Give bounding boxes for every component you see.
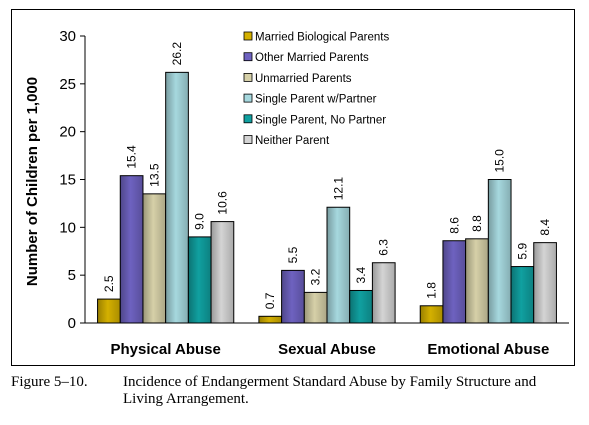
legend-swatch	[243, 93, 253, 103]
bar	[465, 238, 489, 324]
x-category-label: Emotional Abuse	[427, 341, 549, 358]
legend-swatch	[243, 31, 253, 41]
data-label: 8.4	[538, 219, 552, 236]
bar	[119, 175, 144, 324]
y-tick-label: 20	[59, 124, 76, 141]
legend-label: Neither Parent	[255, 135, 330, 147]
data-label: 10.6	[215, 191, 229, 215]
bar	[533, 242, 557, 324]
legend-label: Single Parent w/Partner	[255, 94, 377, 106]
y-axis-label: Number of Children per 1,000	[24, 77, 41, 286]
chart-frame: 0 5 10 15 20 25 30 Number of Children per 1,000…	[11, 9, 575, 366]
legend-label: Other Married Parents	[255, 52, 369, 64]
data-label: 26.2	[170, 42, 184, 66]
bar	[187, 236, 212, 324]
data-label: 5.5	[286, 246, 300, 263]
data-label: 3.2	[309, 268, 323, 285]
data-label: 9.0	[193, 213, 207, 230]
x-category-label: Sexual Abuse	[278, 341, 376, 358]
data-label: 15.4	[125, 145, 139, 169]
data-label: 0.7	[263, 292, 277, 309]
legend-label: Single Parent, No Partner	[255, 114, 386, 126]
legend-label: Unmarried Parents	[255, 73, 352, 85]
data-label: 2.5	[102, 275, 116, 292]
bar	[281, 269, 305, 324]
bar	[419, 305, 444, 324]
data-label: 3.4	[354, 266, 368, 283]
data-label: 8.8	[470, 215, 484, 232]
bar	[165, 71, 189, 324]
bar	[442, 240, 467, 324]
bar	[97, 298, 121, 324]
bar	[487, 179, 512, 324]
bar	[142, 193, 167, 324]
bar	[303, 291, 328, 324]
data-label: 1.8	[425, 282, 439, 299]
legend-label: Married Biological Parents	[255, 32, 389, 44]
legend-swatch	[243, 52, 253, 62]
bar	[349, 289, 373, 324]
y-tick-label: 15	[59, 172, 76, 189]
x-category-label: Physical Abuse	[111, 341, 221, 358]
y-tick-label: 10	[59, 219, 76, 236]
data-label: 6.3	[377, 239, 391, 256]
legend-swatch	[243, 73, 253, 82]
data-label: 8.6	[447, 217, 461, 234]
y-tick-label: 5	[68, 267, 76, 284]
data-label: 12.1	[331, 177, 345, 201]
bar	[510, 266, 535, 324]
caption-number: Figure 5–10.	[11, 374, 88, 390]
data-label: 13.5	[147, 163, 161, 187]
caption-text: Incidence of Endangerment Standard Abuse…	[123, 374, 537, 407]
data-label: 15.0	[493, 149, 507, 173]
y-tick-label: 30	[59, 28, 76, 45]
bar	[258, 315, 283, 324]
data-label: 5.9	[515, 243, 529, 260]
legend-swatch	[243, 135, 253, 144]
bar	[371, 262, 396, 324]
legend-swatch	[243, 114, 253, 124]
y-tick-label: 25	[59, 76, 76, 93]
y-tick-label: 0	[68, 315, 76, 332]
bar	[326, 206, 351, 324]
bar	[210, 221, 235, 324]
bar-chart: 0 5 10 15 20 25 30 Number of Children per 1,000…	[24, 28, 569, 358]
figure-caption: Figure 5–10. Incidence of Endangerment S…	[11, 374, 576, 408]
